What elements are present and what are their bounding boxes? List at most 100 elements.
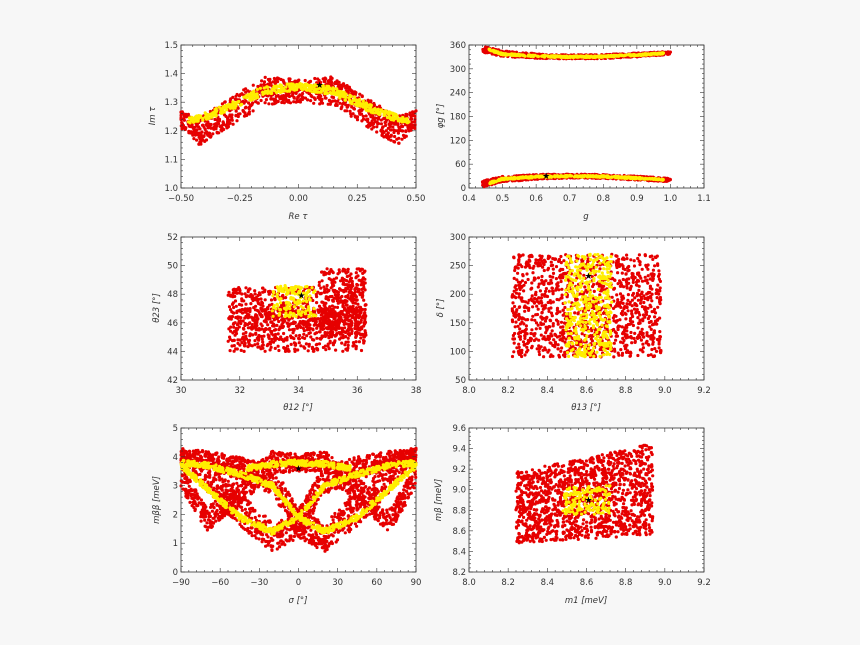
outer-region-point xyxy=(354,298,358,302)
inner-region-point xyxy=(618,176,622,180)
outer-region-point xyxy=(242,88,246,92)
outer-region-point xyxy=(333,82,337,86)
outer-region-point xyxy=(380,125,385,130)
outer-region-point xyxy=(282,346,286,350)
outer-region-point xyxy=(349,314,353,318)
outer-region-point xyxy=(309,93,313,98)
outer-region-point xyxy=(287,328,292,332)
outer-region-point xyxy=(236,112,241,116)
outer-region-point xyxy=(328,333,332,337)
inner-region-point xyxy=(505,53,509,57)
outer-region-point xyxy=(191,133,195,137)
outer-region-point xyxy=(294,334,298,338)
outer-region-point xyxy=(316,95,320,99)
outer-region-point xyxy=(204,123,208,127)
outer-region-point xyxy=(260,79,264,83)
inner-region-point xyxy=(270,91,274,95)
inner-region-point xyxy=(582,174,586,178)
outer-region-point xyxy=(315,301,319,305)
inner-region-point xyxy=(261,91,265,96)
outer-region-point xyxy=(286,344,290,348)
inner-region-point xyxy=(369,110,373,114)
inner-region-point xyxy=(275,84,279,88)
outer-region-point xyxy=(248,332,252,336)
outer-region-point xyxy=(272,76,276,81)
outer-region-point xyxy=(275,77,279,81)
outer-region-point xyxy=(231,122,235,126)
outer-region-point xyxy=(214,127,218,131)
outer-region-point xyxy=(354,295,358,299)
outer-region-point xyxy=(263,101,267,105)
outer-region-point xyxy=(220,102,224,106)
outer-region-point xyxy=(246,345,250,349)
inner-region-point xyxy=(196,119,200,123)
inner-region-point xyxy=(510,52,514,56)
outer-region-point xyxy=(340,341,344,345)
inner-region-point xyxy=(517,176,521,180)
inner-region-point xyxy=(603,54,607,58)
inner-region-point xyxy=(557,55,561,59)
outer-region-point xyxy=(336,290,340,294)
x-tick-label: 0.25 xyxy=(348,194,367,204)
outer-region-point xyxy=(310,345,315,349)
outer-region-point xyxy=(364,118,368,122)
outer-region-point xyxy=(353,115,358,119)
outer-region-point xyxy=(398,128,402,133)
outer-region-point xyxy=(286,347,290,352)
outer-region-point xyxy=(384,123,388,127)
inner-region-point xyxy=(506,177,510,181)
outer-region-point xyxy=(268,77,272,81)
outer-region-point xyxy=(234,331,239,336)
outer-region-point xyxy=(243,113,247,118)
outer-region-point xyxy=(330,80,334,85)
inner-region-point xyxy=(521,53,525,57)
y-tick-label: 120 xyxy=(450,136,466,146)
inner-region-point xyxy=(612,55,616,59)
outer-region-point xyxy=(317,283,321,287)
inner-region-point xyxy=(569,174,574,178)
outer-region-point xyxy=(293,343,297,347)
inner-region-point xyxy=(338,90,343,94)
outer-region-point xyxy=(232,338,236,342)
panel-g-phig: ★ 0.4 0.5 0.6 0.7 0.8 0.9 1.0 1.106012018024030… xyxy=(436,41,711,222)
outer-region-point xyxy=(253,289,257,293)
outer-region-point xyxy=(231,288,235,292)
outer-region-point xyxy=(243,292,247,296)
outer-region-point xyxy=(251,101,255,105)
outer-region-point xyxy=(304,342,308,346)
outer-region-point xyxy=(365,124,369,128)
outer-region-point xyxy=(315,346,319,351)
outer-region-point xyxy=(306,98,310,102)
inner-region-point xyxy=(642,177,647,181)
outer-region-point xyxy=(195,128,199,132)
inner-region-point xyxy=(284,85,288,89)
inner-region-point xyxy=(385,115,390,120)
outer-region-point xyxy=(335,305,340,309)
outer-region-point xyxy=(338,287,342,291)
outer-region-point xyxy=(227,305,232,309)
outer-region-point xyxy=(308,80,312,84)
outer-region-point xyxy=(289,342,293,346)
y-tick-label: 240 xyxy=(450,89,466,99)
inner-region-point xyxy=(659,52,663,56)
outer-region-point xyxy=(326,344,330,348)
inner-region-point xyxy=(521,175,525,179)
outer-region-point xyxy=(244,286,248,290)
outer-region-point xyxy=(328,102,332,106)
outer-region-point xyxy=(330,76,334,80)
inner-region-point xyxy=(341,95,346,99)
outer-region-point xyxy=(204,138,209,142)
outer-region-point xyxy=(268,340,272,344)
outer-region-point xyxy=(301,91,305,96)
inner-region-point xyxy=(593,174,597,178)
outer-region-point xyxy=(257,336,261,340)
inner-region-point xyxy=(379,108,383,112)
inner-region-point xyxy=(643,52,647,56)
outer-region-point xyxy=(355,283,360,287)
outer-region-point xyxy=(352,107,356,111)
inner-region-point xyxy=(235,100,239,105)
outer-region-point xyxy=(320,334,324,338)
outer-region-point xyxy=(345,105,349,109)
outer-region-point xyxy=(406,125,410,129)
